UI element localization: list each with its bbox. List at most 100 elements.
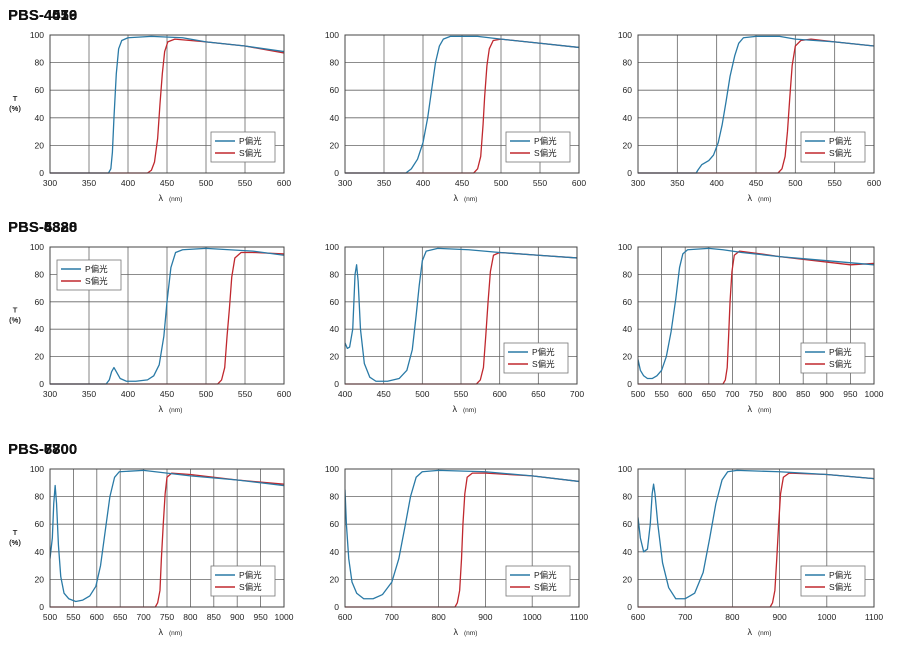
y-axis-unit: (%) xyxy=(9,538,21,547)
y-tick-label: 80 xyxy=(330,269,340,279)
x-tick-label: 800 xyxy=(432,612,446,622)
x-tick-label: 500 xyxy=(199,389,213,399)
x-axis-label: λ xyxy=(159,404,164,414)
x-axis-label: λ xyxy=(748,404,753,414)
x-tick-label: 400 xyxy=(710,178,724,188)
y-tick-label: 100 xyxy=(325,30,339,40)
legend-box xyxy=(800,565,866,597)
x-tick-label: 600 xyxy=(631,612,645,622)
x-tick-label: 400 xyxy=(121,389,135,399)
y-tick-label: 0 xyxy=(39,379,44,389)
series-line-s xyxy=(638,250,874,385)
legend-label: S偏光 xyxy=(829,582,852,592)
y-tick-label: 100 xyxy=(30,242,44,252)
legend-box xyxy=(800,342,866,374)
series-line-p xyxy=(638,247,874,380)
x-tick-label: 550 xyxy=(66,612,80,622)
series-line-p xyxy=(50,247,284,385)
y-tick-label: 20 xyxy=(330,352,340,362)
legend-box xyxy=(56,259,122,291)
series-line-p xyxy=(345,469,579,600)
x-tick-label: 350 xyxy=(82,178,96,188)
plot-frame xyxy=(344,246,578,385)
x-tick-label: 1100 xyxy=(865,612,884,622)
x-tick-label: 300 xyxy=(631,178,645,188)
legend-label: P偏光 xyxy=(239,136,262,146)
y-tick-label: 60 xyxy=(330,519,340,529)
legend: P偏光 S偏光 xyxy=(505,131,571,163)
y-tick-label: 40 xyxy=(623,113,633,123)
x-tick-label: 750 xyxy=(160,612,174,622)
y-tick-label: 0 xyxy=(627,602,632,612)
y-axis-label: T xyxy=(13,306,18,315)
y-axis-label: T xyxy=(13,306,18,315)
y-tick-label: 0 xyxy=(627,168,632,178)
y-tick-label: 60 xyxy=(623,85,633,95)
y-tick-label: 100 xyxy=(618,242,632,252)
x-axis-unit: (nm) xyxy=(464,196,477,203)
legend: P偏光 S偏光 xyxy=(56,259,122,291)
x-tick-label: 600 xyxy=(338,612,352,622)
x-tick-label: 500 xyxy=(415,389,429,399)
legend-box xyxy=(503,342,569,374)
legend: P偏光 S偏光 xyxy=(800,565,866,597)
series-line-s xyxy=(50,472,284,608)
x-tick-label: 500 xyxy=(199,178,213,188)
legend-label: S偏光 xyxy=(239,148,262,158)
x-axis-label: λ xyxy=(454,627,459,637)
x-tick-label: 500 xyxy=(788,178,802,188)
legend-label: P偏光 xyxy=(532,347,555,357)
legend-label: S偏光 xyxy=(85,276,108,286)
x-tick-label: 1000 xyxy=(523,612,542,622)
y-tick-label: 80 xyxy=(623,269,633,279)
x-axis-unit: (nm) xyxy=(169,407,182,414)
x-tick-label: 350 xyxy=(670,178,684,188)
x-tick-label: 550 xyxy=(238,178,252,188)
legend-label: P偏光 xyxy=(829,347,852,357)
y-tick-label: 80 xyxy=(35,492,45,502)
y-axis-unit: (%) xyxy=(9,104,21,113)
x-tick-label: 600 xyxy=(493,389,507,399)
y-axis-label: T xyxy=(13,528,18,537)
y-tick-label: 100 xyxy=(30,30,44,40)
x-tick-label: 300 xyxy=(43,178,57,188)
y-tick-label: 40 xyxy=(330,113,340,123)
y-tick-label: 80 xyxy=(623,58,633,68)
y-axis-label: T xyxy=(13,528,18,537)
x-tick-label: 800 xyxy=(183,612,197,622)
legend-label: S偏光 xyxy=(532,359,555,369)
x-axis-unit: (nm) xyxy=(758,196,771,203)
x-tick-label: 600 xyxy=(867,178,881,188)
x-tick-label: 450 xyxy=(160,178,174,188)
x-axis-label: λ xyxy=(159,193,164,203)
x-tick-label: 500 xyxy=(494,178,508,188)
x-tick-label: 800 xyxy=(725,612,739,622)
y-tick-label: 60 xyxy=(35,85,45,95)
x-tick-label: 450 xyxy=(377,389,391,399)
legend: P偏光 S偏光 xyxy=(505,565,571,597)
legend-label: S偏光 xyxy=(534,582,557,592)
y-axis-label: T xyxy=(13,94,18,103)
y-tick-label: 20 xyxy=(623,140,633,150)
y-axis-label: T xyxy=(13,94,18,103)
x-tick-label: 350 xyxy=(377,178,391,188)
x-tick-label: 700 xyxy=(570,389,584,399)
series-line-p xyxy=(345,247,577,382)
plot-frame xyxy=(49,468,285,608)
x-tick-label: 900 xyxy=(773,612,787,622)
x-tick-label: 450 xyxy=(455,178,469,188)
y-tick-label: 40 xyxy=(330,324,340,334)
x-axis-unit: (nm) xyxy=(758,407,771,414)
chart-panel: PBS-6700 0 20 40 60 80 100 500 550 600 650 700 750 80… xyxy=(8,441,294,637)
x-tick-label: 600 xyxy=(90,612,104,622)
chart-title: PBS-8300 xyxy=(8,441,77,458)
x-tick-label: 550 xyxy=(828,178,842,188)
plot-frame xyxy=(49,34,285,174)
y-tick-label: 0 xyxy=(627,379,632,389)
legend-label: S偏光 xyxy=(829,359,852,369)
x-tick-label: 400 xyxy=(338,389,352,399)
y-tick-label: 20 xyxy=(330,140,340,150)
y-tick-label: 0 xyxy=(334,379,339,389)
